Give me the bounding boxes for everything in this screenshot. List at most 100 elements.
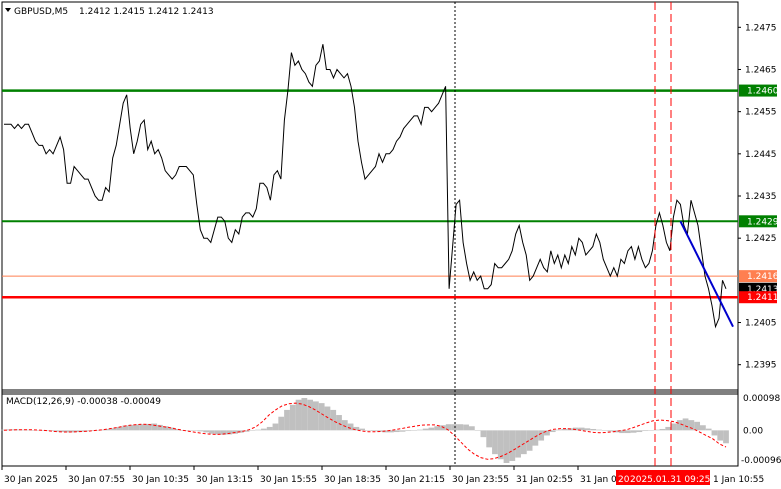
macd-bar xyxy=(145,423,152,431)
macd-bar xyxy=(705,428,712,431)
macd-bar xyxy=(457,424,464,431)
macd-bar xyxy=(168,427,175,431)
price-line xyxy=(4,44,727,329)
macd-scale-top: 0.00098 xyxy=(743,394,780,404)
macd-bar xyxy=(492,430,498,455)
macd-bar xyxy=(307,399,314,431)
macd-bar xyxy=(318,403,325,431)
macd-bar xyxy=(388,430,394,433)
macd-bar xyxy=(624,430,631,434)
macd-bar xyxy=(538,430,545,441)
macd-bar xyxy=(64,430,71,433)
macd-bar xyxy=(636,430,643,433)
time-label: 30 Jan 2025 xyxy=(4,475,58,485)
macd-bar xyxy=(671,423,677,431)
macd-bar xyxy=(122,425,129,431)
macd-bar xyxy=(53,430,59,432)
svg-text:1.2416: 1.2416 xyxy=(747,272,779,282)
macd-bar xyxy=(463,424,469,431)
macd-bar xyxy=(723,430,729,444)
macd-bar xyxy=(630,430,637,433)
macd-scale-mid: 0.00 xyxy=(743,426,763,436)
macd-bar xyxy=(474,430,481,431)
price-axis-ticks: 1.24751.24651.24551.24451.24351.24251.24… xyxy=(738,23,777,371)
macd-bar xyxy=(468,426,475,431)
macd-bar xyxy=(185,430,192,431)
macd-bar xyxy=(572,427,579,431)
macd-bar xyxy=(116,426,123,431)
macd-bar xyxy=(682,418,689,431)
macd-bar xyxy=(70,430,77,433)
svg-text:1.2411: 1.2411 xyxy=(747,293,779,303)
symbol-label: GBPUSD,M5 xyxy=(14,7,68,17)
price-tick-label: 1.2465 xyxy=(745,65,777,75)
macd-bar xyxy=(105,428,111,431)
time-highlight-left: 20 xyxy=(618,475,630,485)
macd-bar xyxy=(607,430,614,432)
macd-bar xyxy=(596,429,602,431)
macd-bar xyxy=(642,430,649,432)
macd-bar xyxy=(370,430,377,432)
price-tick-label: 1.2435 xyxy=(745,192,777,202)
price-tick-label: 1.2425 xyxy=(745,234,777,244)
macd-bar xyxy=(544,430,550,436)
macd-scale-bottom: -0.00096 xyxy=(741,456,781,466)
macd-bar xyxy=(203,430,210,433)
macd-bar xyxy=(665,426,672,431)
macd-bar xyxy=(284,409,290,431)
price-tick-label: 1.2455 xyxy=(745,108,777,118)
time-label: 30 Jan 21:15 xyxy=(388,475,445,485)
macd-bar xyxy=(549,430,556,433)
macd-bar xyxy=(324,406,331,431)
svg-text:1.2429: 1.2429 xyxy=(747,217,779,227)
macd-bar xyxy=(688,420,695,431)
macd-bar xyxy=(393,430,400,433)
macd-histogram xyxy=(1,398,729,463)
macd-bar xyxy=(197,430,204,432)
macd-bar xyxy=(347,423,354,431)
macd-bar xyxy=(659,428,666,431)
macd-bar xyxy=(515,430,521,458)
macd-bar xyxy=(191,430,198,431)
macd-bar xyxy=(278,416,285,431)
macd-bar xyxy=(422,428,429,431)
macd-bar xyxy=(266,426,273,431)
macd-bar xyxy=(365,430,371,431)
macd-bar xyxy=(249,430,256,431)
time-axis: 30 Jan 2025 30 Jan 07:55 30 Jan 10:35 30 Ja… xyxy=(1,466,626,485)
macd-bar xyxy=(174,428,181,431)
macd-bar xyxy=(99,429,106,431)
macd-bar xyxy=(272,423,279,431)
macd-bar xyxy=(694,421,701,431)
macd-bar xyxy=(209,430,215,434)
macd-bar xyxy=(411,430,417,431)
triangle-down-icon[interactable] xyxy=(5,8,11,12)
macd-bar xyxy=(509,430,516,461)
macd-bar xyxy=(717,430,724,441)
time-label: 30 Jan 07:55 xyxy=(68,475,125,485)
horizontal-levels xyxy=(2,89,738,299)
macd-bar xyxy=(133,424,140,431)
blue-trendline[interactable] xyxy=(679,220,734,328)
macd-bar xyxy=(139,424,146,431)
macd-bar xyxy=(336,415,342,431)
macd-bar xyxy=(289,404,296,431)
price-tick-label: 1.2405 xyxy=(745,319,777,329)
time-label: 31 Jan 05: xyxy=(580,475,626,485)
macd-bar xyxy=(503,430,510,463)
macd-bar xyxy=(24,429,30,431)
macd-bar xyxy=(405,430,412,432)
macd-bar xyxy=(128,424,134,431)
price-badge-1.2416: 1.2416 xyxy=(739,270,779,283)
macd-bar xyxy=(416,429,423,431)
ohlc-values: 1.2412 1.2415 1.2412 1.2413 xyxy=(79,7,214,17)
macd-bar xyxy=(58,430,65,433)
macd-bar xyxy=(399,430,406,432)
macd-bar xyxy=(353,426,360,431)
macd-bar xyxy=(601,430,608,431)
macd-bar xyxy=(445,424,452,431)
price-badge-1.2411: 1.2411 xyxy=(739,291,779,304)
time-label: 30 Jan 15:55 xyxy=(260,475,317,485)
